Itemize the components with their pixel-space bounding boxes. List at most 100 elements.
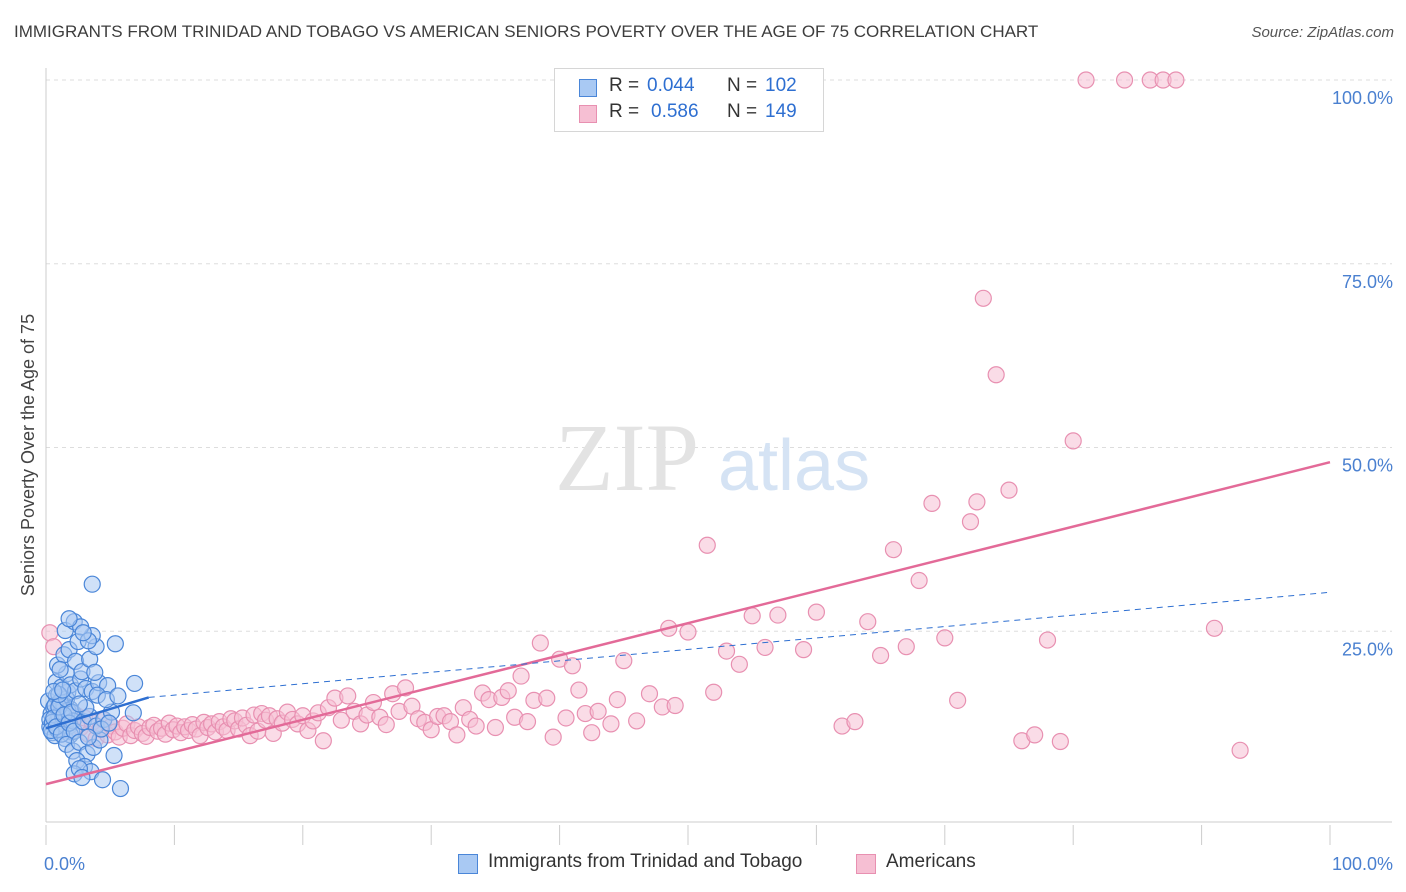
data-point xyxy=(1115,71,1134,89)
data-point xyxy=(499,682,517,700)
data-point xyxy=(1000,481,1018,499)
y-tick-label: 25.0% xyxy=(1342,639,1393,659)
data-point xyxy=(83,575,101,593)
data-point xyxy=(467,717,485,735)
data-point xyxy=(583,724,601,742)
data-point xyxy=(589,702,607,720)
data-point xyxy=(531,634,549,652)
trend-lines xyxy=(45,460,1331,786)
data-point xyxy=(557,709,575,727)
data-point xyxy=(1077,71,1095,89)
data-point xyxy=(105,746,123,765)
correlation-legend: R = 0.044 N = 102 R = 0.586 N = 149 xyxy=(554,68,824,132)
chart-title: IMMIGRANTS FROM TRINIDAD AND TOBAGO VS A… xyxy=(14,22,1039,41)
pink-swatch xyxy=(856,854,876,874)
americans-trend-line xyxy=(45,460,1331,786)
tick-labels: 25.0% 50.0% 75.0% 100.0% 0.0% 100.0% xyxy=(44,88,1393,874)
data-point xyxy=(339,687,357,705)
data-point xyxy=(987,366,1005,384)
grid-lines xyxy=(46,79,1392,632)
legend-n-label: N = xyxy=(727,101,758,122)
data-point xyxy=(923,494,941,512)
y-axis-label: Seniors Poverty Over the Age of 75 xyxy=(18,314,38,596)
data-point xyxy=(730,655,748,673)
data-point xyxy=(1231,741,1249,759)
legend-n-value: 102 xyxy=(765,75,797,96)
blue-swatch xyxy=(579,79,597,97)
axes xyxy=(45,68,1392,845)
data-point xyxy=(332,711,350,729)
legend-r-label: R = xyxy=(609,75,640,96)
immigrants-trend-dashed xyxy=(148,591,1331,698)
data-point xyxy=(74,624,92,642)
data-point xyxy=(111,779,130,798)
legend-label-immigrants: Immigrants from Trinidad and Tobago xyxy=(488,851,803,872)
data-point xyxy=(1051,732,1069,751)
watermark-zip: ZIP xyxy=(555,404,699,511)
data-point xyxy=(70,695,88,713)
legend-r-value: 0.586 xyxy=(651,101,699,122)
data-point xyxy=(124,704,142,722)
data-point xyxy=(544,728,562,746)
immigrants-points xyxy=(39,575,144,798)
blue-swatch xyxy=(458,854,478,874)
data-point xyxy=(100,714,118,732)
data-point xyxy=(807,603,826,621)
data-point xyxy=(125,674,144,693)
data-point xyxy=(86,663,104,682)
data-point xyxy=(518,713,537,731)
y-tick-label: 75.0% xyxy=(1342,272,1393,292)
data-point xyxy=(570,681,588,699)
data-point xyxy=(628,712,646,730)
data-point xyxy=(859,613,877,631)
data-point xyxy=(968,493,986,511)
data-point xyxy=(884,541,903,559)
data-point xyxy=(1167,71,1185,89)
data-point xyxy=(961,513,980,531)
data-point xyxy=(897,638,915,656)
data-point xyxy=(60,610,78,628)
data-point xyxy=(448,726,466,744)
data-point xyxy=(1205,619,1224,637)
data-point xyxy=(1038,631,1057,649)
data-point xyxy=(93,771,112,789)
data-point xyxy=(79,728,97,746)
data-point xyxy=(846,713,864,731)
data-point xyxy=(538,689,556,707)
americans-points xyxy=(41,71,1249,759)
data-point xyxy=(602,715,620,733)
data-point xyxy=(640,685,659,703)
y-tick-label: 50.0% xyxy=(1342,456,1393,476)
data-point xyxy=(314,732,332,750)
watermark-atlas: atlas xyxy=(718,426,870,506)
data-point xyxy=(1026,726,1044,744)
source-label: Source: ZipAtlas.com xyxy=(1251,24,1394,41)
data-point xyxy=(486,718,504,737)
legend-r-label: R = xyxy=(609,101,640,122)
legend-label-americans: Americans xyxy=(886,851,976,872)
data-point xyxy=(756,638,774,657)
y-tick-label: 100.0% xyxy=(1332,88,1393,108)
data-point xyxy=(871,646,890,665)
legend-n-value: 149 xyxy=(765,101,797,122)
data-point xyxy=(910,571,928,590)
data-point xyxy=(615,652,633,670)
data-point xyxy=(794,641,813,659)
data-point xyxy=(717,642,736,660)
data-point xyxy=(608,691,626,709)
x-tick-label: 100.0% xyxy=(1332,854,1393,874)
x-tick-label: 0.0% xyxy=(44,854,85,874)
data-point xyxy=(705,683,723,701)
data-point xyxy=(1064,432,1082,450)
data-point xyxy=(743,607,761,625)
data-point xyxy=(563,657,582,675)
data-point xyxy=(54,681,72,699)
data-point xyxy=(949,691,967,709)
data-point xyxy=(512,667,530,685)
data-point xyxy=(106,635,124,653)
data-point xyxy=(377,715,395,734)
data-point xyxy=(769,606,787,624)
data-point xyxy=(679,623,697,641)
data-point xyxy=(109,687,127,705)
data-point xyxy=(51,660,69,679)
